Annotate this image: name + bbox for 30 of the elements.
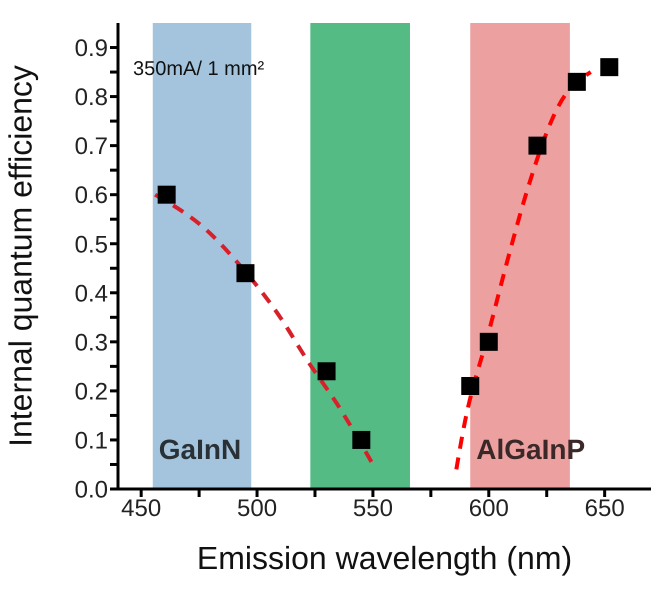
y-tick-label: 0.0 <box>74 476 108 504</box>
x-tick-label: 600 <box>468 495 509 522</box>
y-tick-label: 0.4 <box>74 280 108 308</box>
band-label: GaInN <box>158 434 242 465</box>
y-tick-label: 0.1 <box>74 427 108 454</box>
x-tick-label: 650 <box>584 495 625 522</box>
point <box>528 136 546 155</box>
annotation: 350mA/ 1 mm² <box>133 58 264 81</box>
point <box>600 58 618 76</box>
x-tick-label: 450 <box>121 495 162 522</box>
x-tick-label: 500 <box>237 495 278 522</box>
point <box>236 264 254 282</box>
point <box>318 362 336 380</box>
y-tick-label: 0.8 <box>74 84 108 112</box>
y-tick-label: 0.5 <box>74 231 108 258</box>
y-tick-label: 0.9 <box>74 35 108 62</box>
y-tick-label: 0.7 <box>74 133 108 160</box>
line-series <box>454 70 593 472</box>
point <box>158 186 176 204</box>
y-tick-label: 0.6 <box>74 182 108 210</box>
y-tick-label: 0.3 <box>74 329 108 356</box>
point <box>461 376 480 395</box>
point <box>352 430 370 449</box>
x-tick-label: 550 <box>352 495 393 522</box>
band-label: AlGaInP <box>476 434 586 465</box>
y-axis-title: Internal quantum efficiency <box>2 65 38 447</box>
y-tick-label: 0.2 <box>74 378 108 406</box>
point <box>568 72 586 91</box>
point <box>480 332 498 351</box>
x-axis-title: Emission wavelength (nm) <box>196 540 572 576</box>
